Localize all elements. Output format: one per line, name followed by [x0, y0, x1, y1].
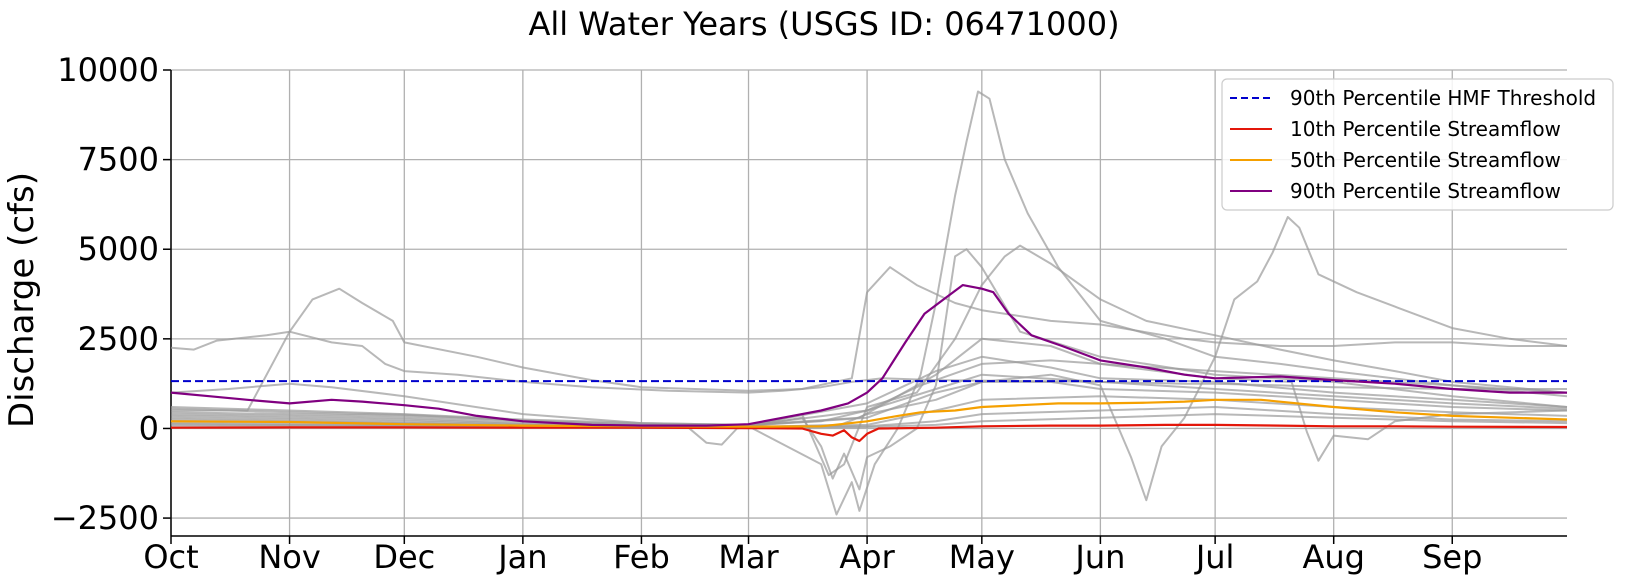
y-tick-label: 10000	[57, 51, 159, 89]
y-tick-labels: −2500 0 2500 5000 7500 10000	[51, 51, 159, 537]
y-tick-label: 7500	[78, 141, 159, 179]
water-year-line	[170, 359, 1568, 426]
water-year-line	[170, 380, 1568, 427]
water-year-line	[170, 330, 1567, 394]
legend-frame	[1221, 78, 1614, 211]
y-tick-label: 5000	[78, 230, 159, 268]
x-tick-label: May	[949, 538, 1015, 576]
y-tick-label: −2500	[51, 499, 159, 537]
y-tick-label: 2500	[78, 320, 159, 358]
x-tick-label: Jan	[496, 538, 547, 576]
legend-label: 50th Percentile Streamflow	[1290, 148, 1561, 172]
x-tick-label: Feb	[613, 538, 670, 576]
x-tick-label: Aug	[1302, 538, 1364, 576]
water-year-line	[170, 373, 1568, 427]
chart-title: All Water Years (USGS ID: 06471000)	[528, 5, 1119, 43]
x-tick-label: Oct	[143, 538, 198, 576]
y-axis-label: Discharge (cfs)	[2, 172, 42, 428]
x-tick-labels: Oct Nov Dec Jan Feb Mar Apr May Jun Jul Aug Sep	[143, 538, 1482, 576]
water-year-line	[170, 248, 1568, 491]
x-tick-label: Dec	[373, 538, 435, 576]
water-year-line	[170, 216, 1568, 502]
water-year-line	[171, 266, 1567, 412]
percentile-series	[170, 284, 1568, 443]
x-tick-label: Sep	[1422, 538, 1482, 576]
percentile-line	[170, 423, 1568, 443]
water-year-line	[170, 337, 1568, 462]
x-tick-label: Nov	[258, 538, 320, 576]
percentile-line	[170, 284, 1567, 427]
x-tick-label: Jul	[1194, 538, 1235, 576]
y-tick-label: 0	[139, 409, 159, 447]
x-tick-label: Jun	[1073, 538, 1125, 576]
legend-label: 90th Percentile Streamflow	[1290, 179, 1561, 203]
water-year-line	[170, 406, 1568, 429]
legend-label: 90th Percentile HMF Threshold	[1290, 86, 1596, 110]
x-tick-label: Apr	[839, 538, 895, 576]
legend-label: 10th Percentile Streamflow	[1290, 117, 1561, 141]
legend: 90th Percentile HMF Threshold 10th Percen…	[1221, 78, 1614, 211]
x-tick-label: Mar	[718, 538, 779, 576]
